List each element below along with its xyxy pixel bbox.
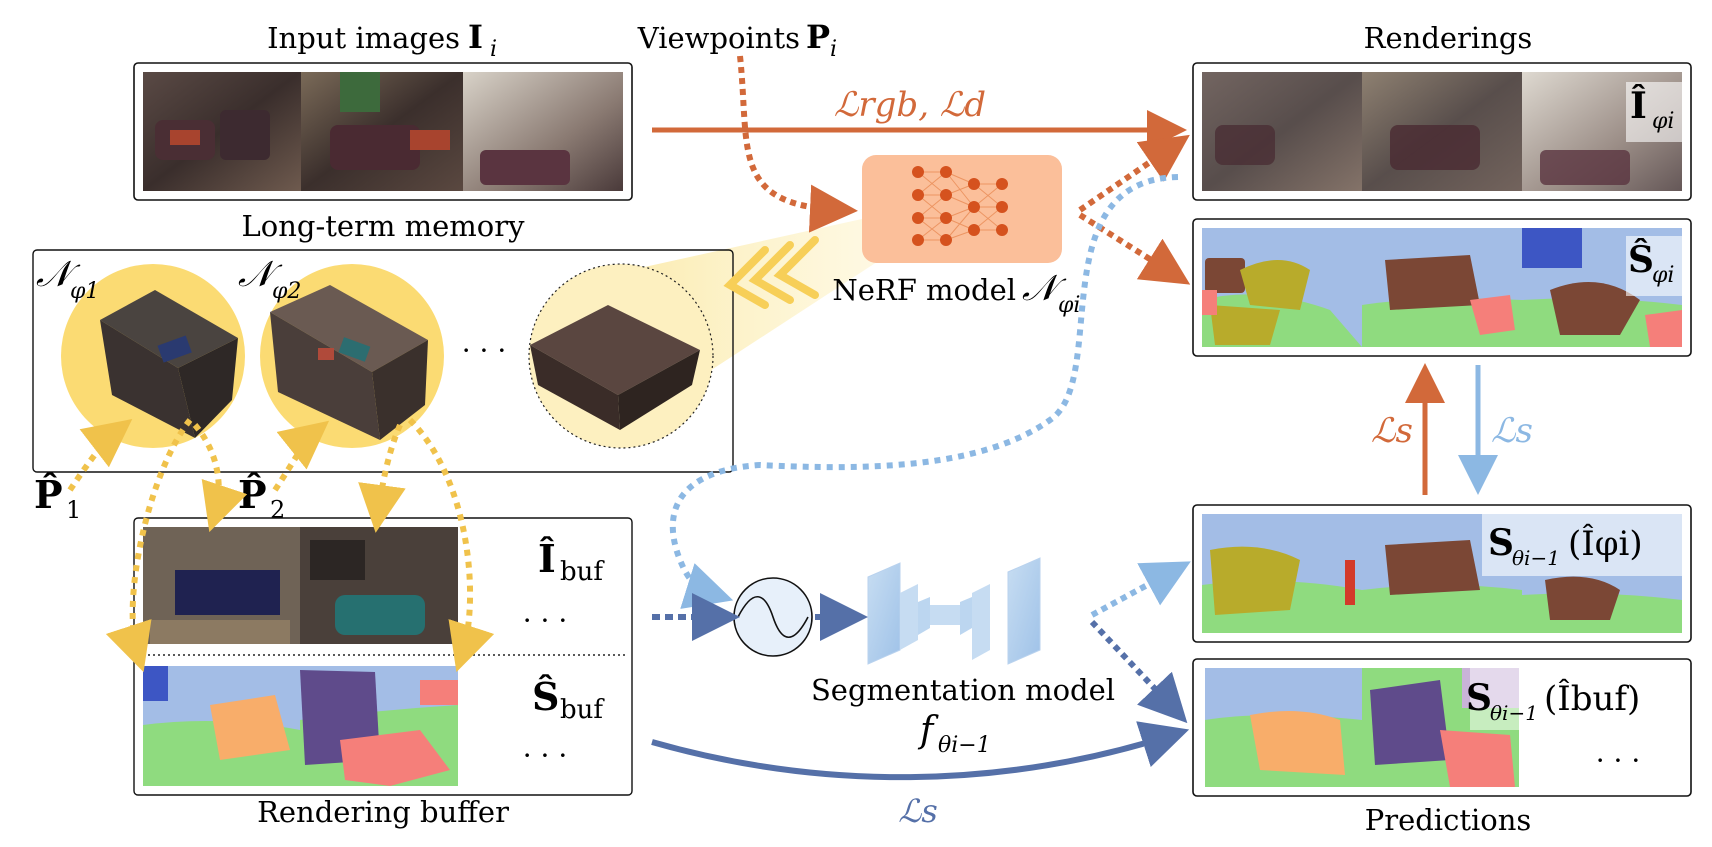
svg-text:φi: φi xyxy=(1652,263,1674,288)
prediction-frame-1 xyxy=(1192,504,1692,643)
buffer-seg-strip xyxy=(143,666,458,786)
svg-text:P̂: P̂ xyxy=(34,472,63,517)
buffer-image-label: Î buf xyxy=(538,536,605,587)
svg-text:NeRF model: NeRF model xyxy=(832,273,1016,307)
svg-text:φ1: φ1 xyxy=(70,279,99,304)
svg-text:Ŝ: Ŝ xyxy=(1628,239,1654,281)
scene-cube-3 xyxy=(530,305,700,430)
svg-text:Î: Î xyxy=(538,536,556,581)
buffer-image-ellipsis: · · · xyxy=(523,604,568,637)
svg-text:S: S xyxy=(1488,522,1514,564)
nerf-label-1: 𝒩 φ1 xyxy=(36,254,99,304)
semantic-loss-down-label: ℒs xyxy=(1491,411,1533,451)
svg-text:buf: buf xyxy=(560,557,605,587)
sine-wave-icon xyxy=(737,596,809,638)
rendering-buffer-title: Rendering buffer xyxy=(257,795,509,829)
buffer-segmentation-loss-label: ℒs xyxy=(898,792,937,830)
svg-text:1: 1 xyxy=(66,496,81,524)
rendering-to-segmenter-arrow xyxy=(669,174,1179,609)
buffer-seg-label: Ŝ buf xyxy=(532,674,605,725)
svg-text:Viewpoints: Viewpoints xyxy=(637,21,800,55)
svg-text:φi: φi xyxy=(1652,109,1674,134)
segmentation-model-title: Segmentation model xyxy=(811,673,1115,707)
prediction-label-2: S θi−1 (Îbuf) xyxy=(1466,677,1640,725)
scene-cube-2 xyxy=(270,285,428,440)
svg-text:buf: buf xyxy=(560,695,605,725)
viewpoints-title: Viewpoints P i xyxy=(637,18,837,62)
svg-text:i: i xyxy=(490,37,497,62)
svg-text:Input images: Input images xyxy=(267,21,460,55)
svg-text:θi−1: θi−1 xyxy=(1512,546,1560,570)
nerf-model-label: NeRF model 𝒩 φi xyxy=(832,268,1080,318)
prediction-frame-2 xyxy=(1192,658,1692,797)
input-image-strip xyxy=(143,72,623,191)
semantic-renderings-frame xyxy=(1192,218,1692,357)
memory-ellipsis: · · · xyxy=(462,334,507,367)
svg-text:φi: φi xyxy=(1058,293,1080,318)
svg-text:P̂: P̂ xyxy=(238,472,267,517)
network-to-prediction1-arrow xyxy=(1090,561,1191,618)
buffer-image-strip xyxy=(143,527,458,644)
svg-text:S: S xyxy=(1466,677,1492,719)
prediction-label-1: S θi−1 (Îφi) xyxy=(1488,522,1643,570)
svg-text:θi−1: θi−1 xyxy=(1490,701,1538,725)
rendering-strip xyxy=(1202,72,1682,191)
nerf-model-box xyxy=(862,155,1062,263)
neural-net-icon xyxy=(912,166,1008,246)
rgb-depth-loss-label: ℒrgb, ℒd xyxy=(834,85,986,125)
semantic-loss-up-label: ℒs xyxy=(1371,411,1413,451)
buffer-seg-ellipsis: · · · xyxy=(523,739,568,772)
pose-label-1: P̂ 1 xyxy=(34,472,81,524)
svg-text:f: f xyxy=(917,710,939,751)
renderings-frame xyxy=(1192,62,1692,201)
long-term-memory-title: Long-term memory xyxy=(241,209,525,243)
nerf-to-semantic-arrow xyxy=(1078,212,1191,285)
transfer-chevrons xyxy=(723,236,819,309)
input-images-frame xyxy=(133,62,633,201)
rendering-label: Î φi xyxy=(1630,85,1674,134)
semantic-rendering-strip xyxy=(1202,228,1682,347)
network-to-prediction2-arrow xyxy=(1089,619,1188,724)
svg-text:θi−1: θi−1 xyxy=(938,733,991,758)
buffer-segmentation-loss-arrow xyxy=(651,721,1190,781)
semantic-rendering-label: Ŝ φi xyxy=(1628,239,1674,288)
predictions-title: Predictions xyxy=(1365,803,1532,837)
viewpoint-to-nerf-arrow xyxy=(737,55,858,233)
input-images-title: Input images I i xyxy=(267,18,497,62)
segmentation-model-symbol: f θi−1 xyxy=(917,710,991,758)
renderings-title: Renderings xyxy=(1364,21,1533,55)
nerf-label-2: 𝒩 φ2 xyxy=(238,254,301,304)
svg-text:P: P xyxy=(806,18,830,56)
svg-text:Ŝ: Ŝ xyxy=(532,674,559,719)
nerf-to-rendering-arrow xyxy=(1078,134,1190,213)
svg-text:2: 2 xyxy=(270,496,285,524)
prediction-ellipsis: · · · xyxy=(1596,744,1641,777)
scene-cube-1 xyxy=(100,290,238,438)
svg-text:Î: Î xyxy=(1630,85,1647,127)
svg-text:I: I xyxy=(468,18,483,56)
svg-text:(Îφi): (Îφi) xyxy=(1568,523,1643,564)
svg-text:(Îbuf): (Îbuf) xyxy=(1544,678,1640,719)
svg-text:φ2: φ2 xyxy=(272,279,301,304)
svg-text:i: i xyxy=(830,37,837,62)
segmentation-network-icon xyxy=(867,557,1041,665)
pose-label-2: P̂ 2 xyxy=(238,472,285,524)
pose-arrows xyxy=(67,417,495,673)
